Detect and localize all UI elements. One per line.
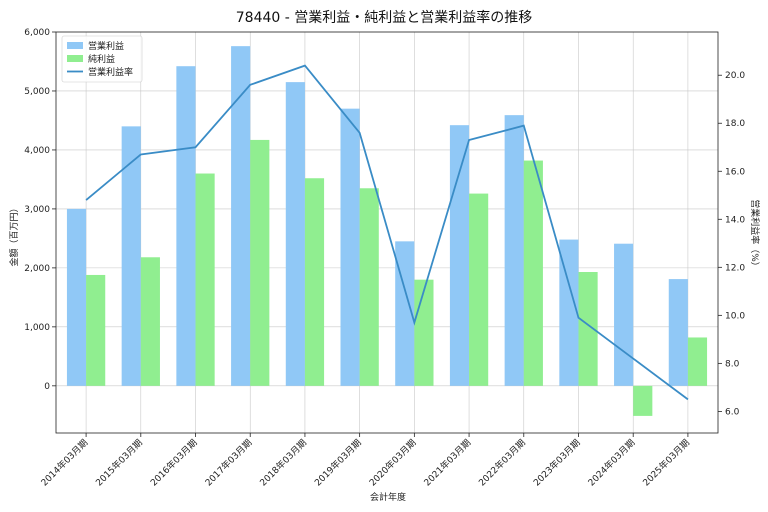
chart-title: 78440 - 営業利益・純利益と営業利益率の推移: [236, 9, 533, 26]
net-profit-bar: [414, 279, 434, 386]
x-tick-label: 2015年03月期: [93, 437, 145, 489]
operating-profit-bar: [614, 243, 634, 386]
operating-profit-bar: [668, 279, 688, 386]
plot-frame: [55, 31, 719, 434]
net-profit-bar: [687, 337, 708, 386]
operating-profit-bar: [504, 115, 524, 386]
y2-tick-label: 8.0: [725, 359, 740, 369]
net-profit-bar: [633, 385, 653, 416]
y2-tick-label: 16.0: [725, 167, 745, 177]
operating-profit-bar: [121, 126, 141, 386]
operating-profit-bar: [395, 241, 415, 386]
net-profit-bar: [140, 257, 160, 386]
net-profit-bar: [469, 193, 489, 386]
x-tick-label: 2016年03月期: [148, 437, 200, 489]
net-profit-bar: [86, 274, 106, 386]
net-profit-bar: [304, 178, 325, 386]
y-tick-label: 3,000: [24, 205, 50, 215]
y-axis-title: 金額（百万円）: [8, 203, 20, 266]
y2-tick-label: 10.0: [725, 311, 745, 321]
x-tick-label: 2025年03月期: [640, 437, 692, 489]
operating-profit-bar: [559, 239, 579, 386]
operating-margin-line: [85, 64, 689, 401]
y-tick-label: 1,000: [24, 323, 50, 333]
y2-tick-label: 20.0: [725, 71, 745, 81]
x-tick-label: 2014年03月期: [38, 437, 90, 489]
x-tick-label: 2018年03月期: [257, 437, 309, 489]
net-profit-bar: [578, 272, 598, 386]
legend-label: 営業利益: [88, 40, 124, 52]
x-tick-label: 2022年03月期: [476, 437, 528, 489]
operating-profit-bar: [449, 125, 470, 386]
x-tick-label: 2023年03月期: [531, 437, 583, 489]
y2-tick-label: 14.0: [725, 215, 745, 225]
y-tick-label: 5,000: [24, 87, 50, 97]
margin-line: [85, 64, 689, 401]
x-axis-title: 会計年度: [370, 491, 406, 503]
legend-label: 純利益: [88, 53, 115, 65]
net-profit-bar: [250, 139, 270, 386]
y2-tick-label: 6.0: [725, 407, 740, 417]
net-profit-bar: [523, 160, 543, 386]
y2-tick-label: 12.0: [725, 263, 745, 273]
legend-label: 営業利益率: [88, 66, 133, 78]
legend-swatch: [67, 55, 83, 62]
operating-profit-bar: [285, 82, 305, 386]
bars: [66, 46, 708, 416]
net-profit-bar: [195, 173, 215, 386]
x-tick-label: 2017年03月期: [202, 437, 254, 489]
operating-profit-bar: [340, 108, 360, 386]
legend-swatch: [67, 42, 83, 49]
operating-profit-bar: [231, 46, 251, 386]
y-tick-label: 4,000: [24, 146, 50, 156]
net-profit-bar: [359, 188, 379, 386]
x-tick-label: 2021年03月期: [421, 437, 473, 489]
y-tick-label: 0: [44, 382, 50, 392]
operating-profit-bar: [66, 208, 87, 386]
y2-tick-label: 18.0: [725, 119, 745, 129]
x-tick-label: 2024年03月期: [585, 437, 637, 489]
y-tick-label: 6,000: [24, 28, 50, 38]
y-tick-label: 2,000: [24, 264, 50, 274]
x-tick-label: 2020年03月期: [367, 437, 419, 489]
operating-profit-bar: [176, 66, 196, 386]
y2-axis-title: 営業利益率（%）: [749, 199, 761, 271]
x-tick-label: 2019年03月期: [312, 437, 364, 489]
